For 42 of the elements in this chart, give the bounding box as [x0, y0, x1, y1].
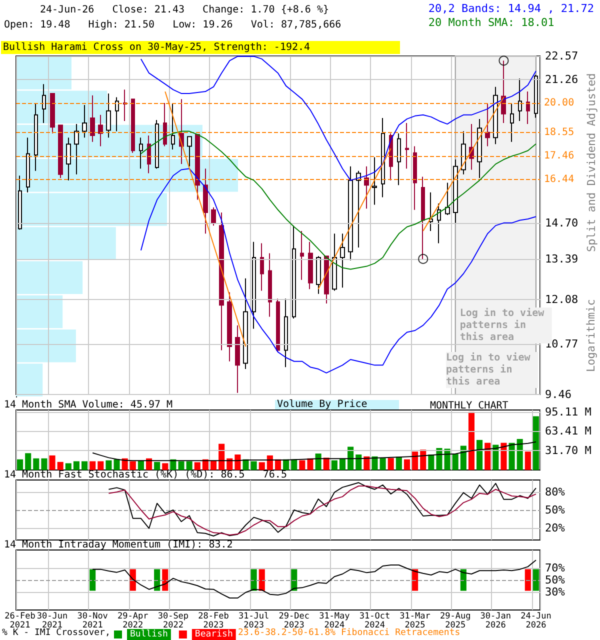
legend-label: Bullish	[130, 630, 168, 640]
label-highlight: Volume By Price	[275, 400, 399, 410]
label-highlight: Bullish Harami Cross on 30-May-25, Strength: -192.4	[1, 41, 400, 54]
y-tick-label: 13.39	[545, 252, 578, 266]
text: 23.6-38.2-50-61.8% Fibonacci Retracements	[238, 628, 460, 638]
annotation: Log in to view patterns in this area	[446, 352, 536, 388]
legend-label: Bearish	[194, 630, 233, 640]
x-tick-label: 24-Jun 2026	[520, 612, 552, 630]
y-tick-label: 20%	[545, 522, 566, 534]
y-tick-label: 22.57	[545, 50, 578, 62]
y-axis-title: Split and Dividend Adjusted	[585, 73, 598, 252]
x-tick-label: 30-Nov 2021	[77, 612, 108, 630]
y-tick-label: 31.70 M	[545, 444, 592, 458]
text: % K - IMI Crossover,	[2, 628, 110, 638]
chart-title: 14 Month Fast Stochastic (%K) (%D): 86.5 76.5	[4, 470, 287, 480]
y-tick-label: 14.70	[545, 216, 578, 230]
x-tick-label: 30-Sep 2022	[158, 612, 189, 630]
text: 20,2 Bands: 14.94 , 21.72	[428, 2, 594, 15]
y-tick-label: 30%	[545, 586, 566, 598]
x-tick-label: 28-Feb 2023	[198, 612, 229, 630]
y-tick-label: 95.11 M	[545, 405, 592, 418]
chart-title: 24-Jun-26 Close: 21.43 Change: 1.70 {+8.6 %}	[40, 4, 329, 16]
text: Logarithmic	[584, 299, 598, 372]
y-tick-label: 9.46	[545, 388, 572, 401]
ref-line-label: 20.00	[544, 98, 574, 109]
y-tick-label: 80%	[545, 486, 566, 498]
ref-line-label: 17.46	[544, 150, 574, 162]
x-tick-label: 30-Jan 2026	[480, 612, 512, 630]
y-tick-label: 63.41 M	[545, 424, 592, 438]
y-tick-label: 12.08	[545, 292, 578, 306]
y-tick-label: 21.26	[545, 72, 578, 86]
text: 20 Month SMA: 18.01	[428, 16, 554, 29]
chart-title: 14 Month SMA Volume: 45.97 M	[4, 400, 173, 410]
ref-line-label: 16.44	[544, 174, 574, 185]
y-tick-label: 50%	[545, 574, 566, 586]
y-tick-label: 50%	[545, 504, 566, 516]
x-tick-label: 29-Apr 2022	[118, 612, 148, 630]
y-tick-label: 70%	[545, 562, 566, 574]
ref-line-label: 18.55	[544, 126, 574, 138]
annotation: MONTHLY CHART	[430, 400, 508, 412]
chart-subtitle: Open: 19.48 High: 21.50 Low: 19.26 Vol: 87,785,666	[4, 20, 342, 30]
band-label: Log in to view patterns in this area	[460, 307, 550, 343]
